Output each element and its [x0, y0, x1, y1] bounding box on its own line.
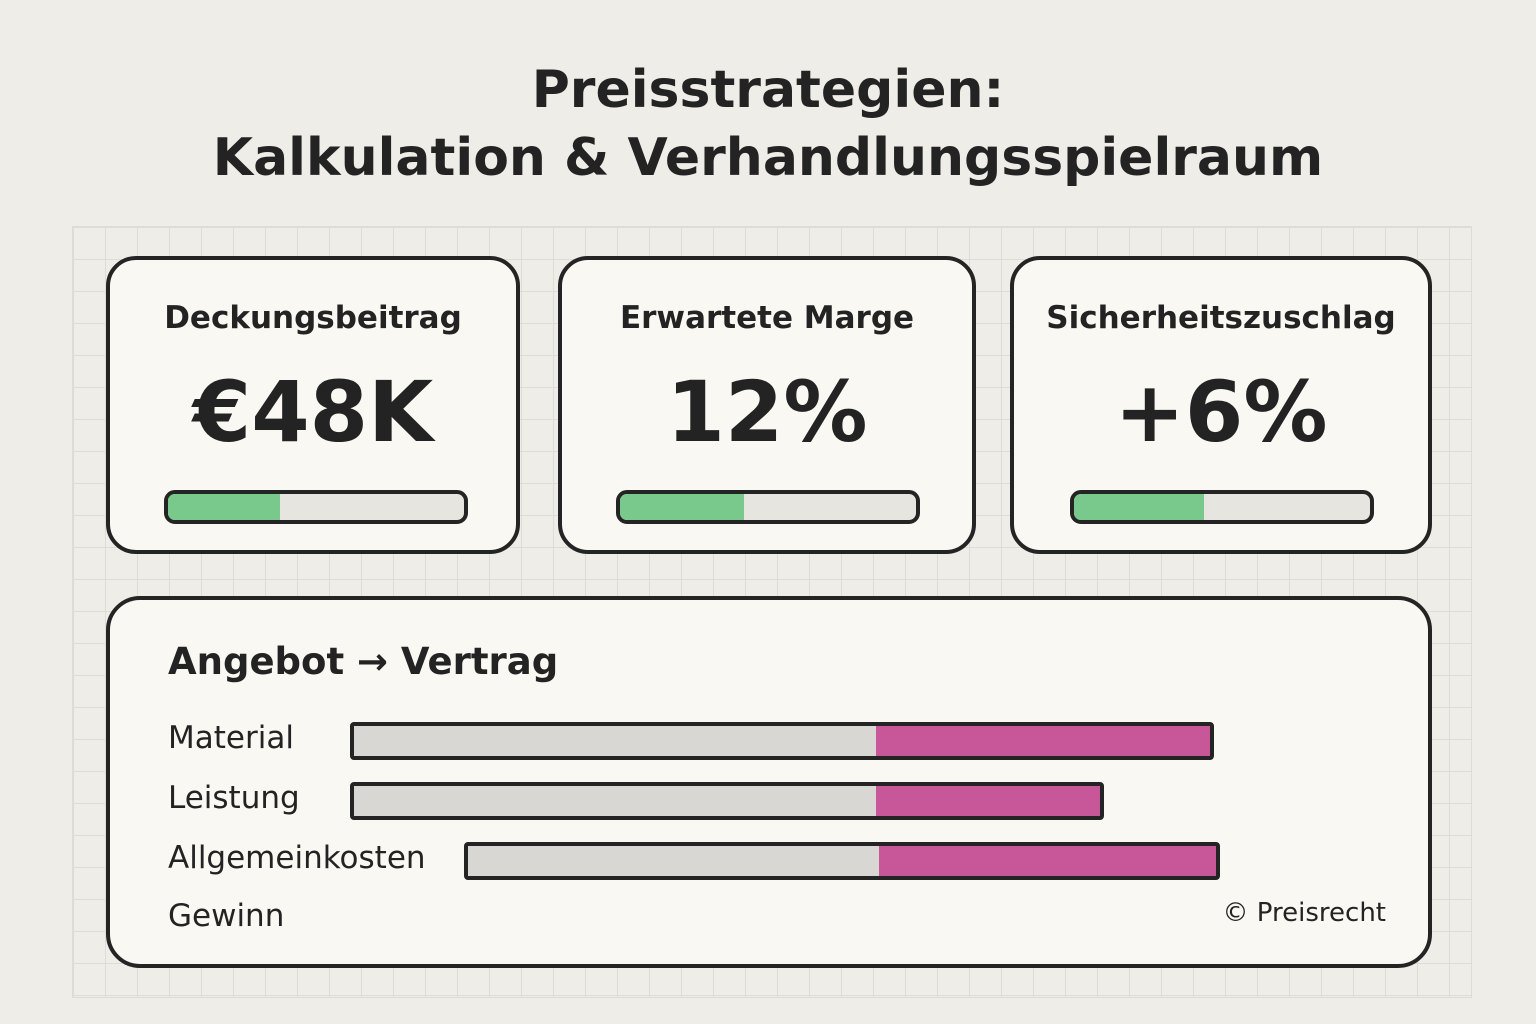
card-erwartete-marge: Erwartete Marge 12%: [558, 256, 976, 554]
card-sicherheitszuschlag: Sicherheitszuschlag +6%: [1010, 256, 1432, 554]
bar-leistung: [350, 782, 1104, 820]
row-label-allgemeinkosten: Allgemeinkosten: [168, 840, 426, 876]
progress-bar: [164, 490, 468, 524]
bar-base-segment: [354, 786, 880, 816]
card-deckungsbeitrag: Deckungsbeitrag €48K: [106, 256, 520, 554]
progress-bar: [616, 490, 920, 524]
copyright-notice: © Preisrecht: [1222, 898, 1386, 928]
progress-fill: [620, 494, 745, 520]
row-label-leistung: Leistung: [168, 780, 300, 816]
bar-offer-segment: [879, 846, 1216, 876]
page-title: Preisstrategien: Kalkulation & Verhandlu…: [0, 56, 1536, 192]
progress-bar: [1070, 490, 1374, 524]
row-label-gewinn: Gewinn: [168, 898, 285, 934]
card-label: Erwartete Marge: [619, 300, 915, 336]
bar-offer-segment: [876, 786, 1100, 816]
title-line-1: Preisstrategien:: [531, 60, 1005, 120]
progress-fill: [1074, 494, 1205, 520]
card-label: Sicherheitszuschlag: [1046, 300, 1396, 336]
card-label: Deckungsbeitrag: [164, 300, 462, 336]
card-value: +6%: [1114, 363, 1328, 461]
bar-allgemeinkosten: [464, 842, 1220, 880]
bar-offer-segment: [876, 726, 1210, 756]
bar-material: [350, 722, 1214, 760]
panel-title: Angebot → Vertrag: [168, 640, 559, 683]
angebot-vertrag-panel: Angebot → Vertrag Material Leistung Allg…: [106, 596, 1432, 968]
bar-base-segment: [468, 846, 883, 876]
progress-fill: [168, 494, 281, 520]
card-value: 12%: [666, 363, 868, 461]
card-value: €48K: [192, 363, 434, 461]
bar-base-segment: [354, 726, 880, 756]
title-line-2: Kalkulation & Verhandlungsspielraum: [212, 128, 1324, 188]
row-label-material: Material: [168, 720, 294, 756]
